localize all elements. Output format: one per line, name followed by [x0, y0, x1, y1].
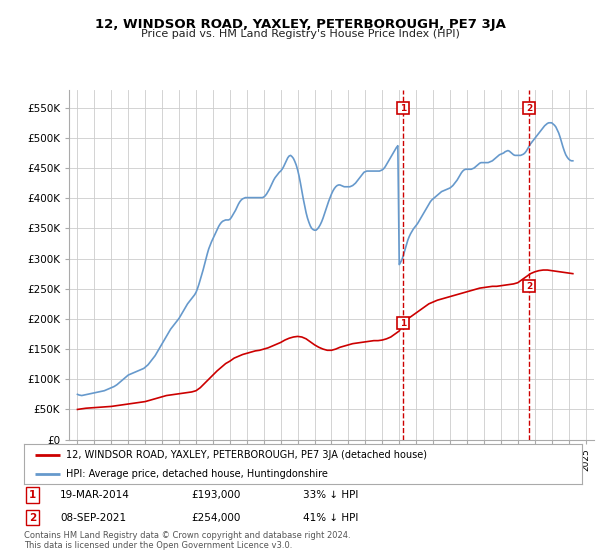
- Text: 12, WINDSOR ROAD, YAXLEY, PETERBOROUGH, PE7 3JA (detached house): 12, WINDSOR ROAD, YAXLEY, PETERBOROUGH, …: [66, 450, 427, 460]
- Text: £193,000: £193,000: [191, 490, 241, 500]
- Text: Price paid vs. HM Land Registry's House Price Index (HPI): Price paid vs. HM Land Registry's House …: [140, 29, 460, 39]
- Text: 08-SEP-2021: 08-SEP-2021: [60, 512, 127, 522]
- Text: Contains HM Land Registry data © Crown copyright and database right 2024.
This d: Contains HM Land Registry data © Crown c…: [24, 531, 350, 550]
- Text: 2: 2: [526, 104, 533, 113]
- Text: 1: 1: [400, 319, 406, 328]
- Text: 19-MAR-2014: 19-MAR-2014: [60, 490, 130, 500]
- Text: 33% ↓ HPI: 33% ↓ HPI: [303, 490, 358, 500]
- Text: 1: 1: [29, 490, 36, 500]
- Text: 2: 2: [29, 512, 36, 522]
- Text: 1: 1: [400, 104, 406, 113]
- Text: 2: 2: [526, 282, 533, 291]
- Text: 12, WINDSOR ROAD, YAXLEY, PETERBOROUGH, PE7 3JA: 12, WINDSOR ROAD, YAXLEY, PETERBOROUGH, …: [95, 18, 505, 31]
- Text: 41% ↓ HPI: 41% ↓ HPI: [303, 512, 358, 522]
- Text: £254,000: £254,000: [191, 512, 241, 522]
- Text: HPI: Average price, detached house, Huntingdonshire: HPI: Average price, detached house, Hunt…: [66, 469, 328, 478]
